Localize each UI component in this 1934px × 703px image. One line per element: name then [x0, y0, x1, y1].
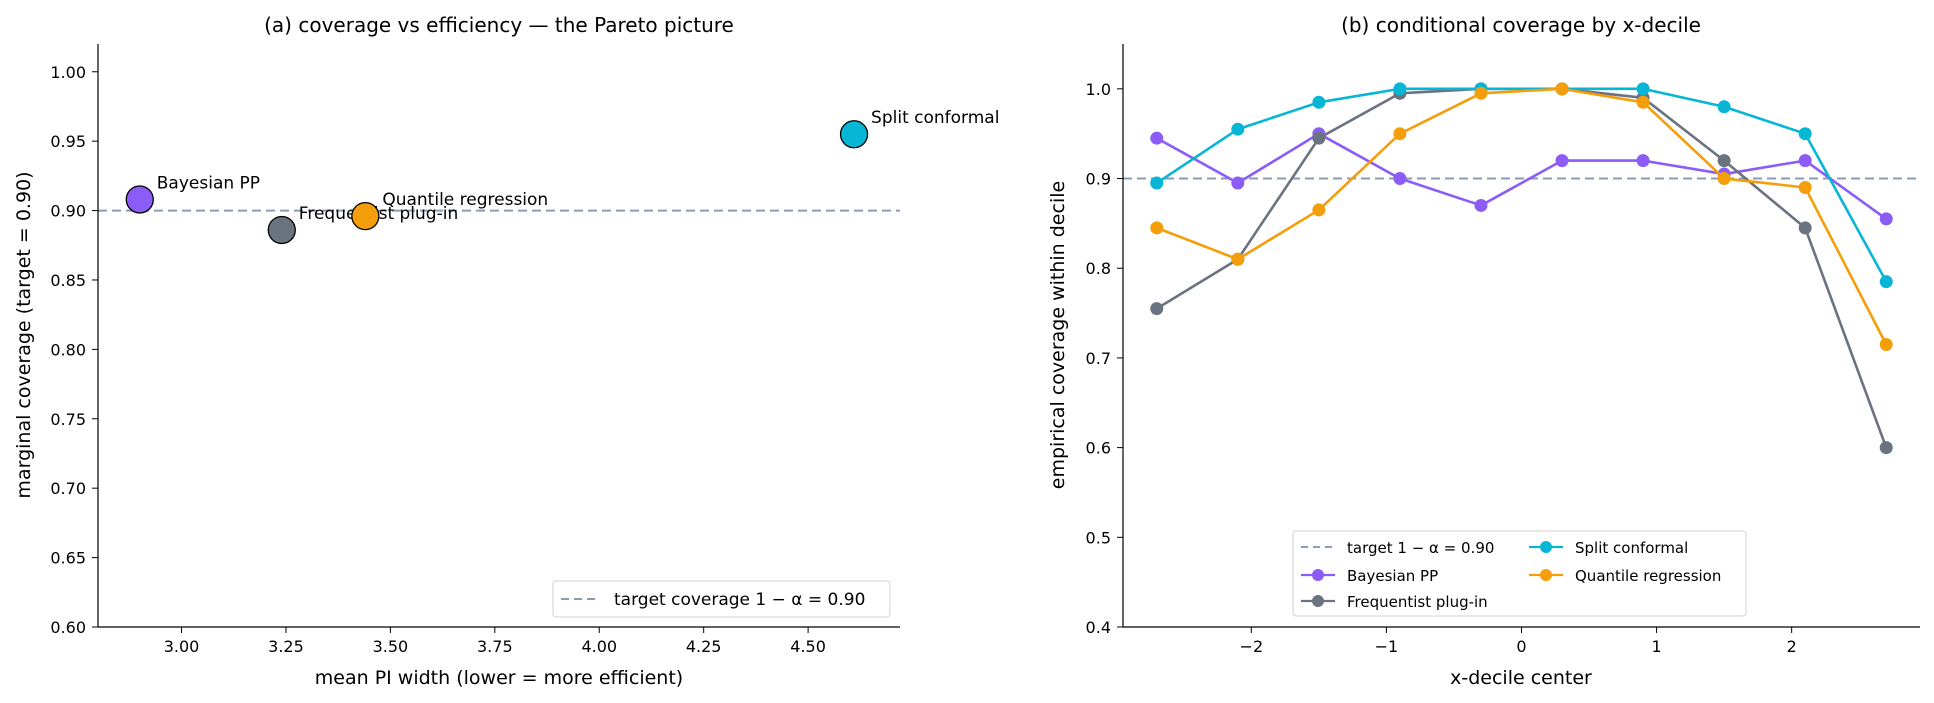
series-point-quantile-regression: [1798, 181, 1812, 195]
panel-a-y-tick-label: 0.75: [50, 410, 86, 429]
panel-b-y-tick-label: 0.8: [1086, 259, 1111, 278]
series-point-quantile-regression: [1150, 221, 1164, 235]
panel-b-x-tick-label: 2: [1787, 637, 1797, 656]
panel-a-y-tick-label: 0.85: [50, 271, 86, 290]
panel-b-legend-bayesian-swatch-marker: [1312, 569, 1324, 581]
series-point-quantile-regression: [1555, 82, 1569, 96]
series-point-frequentist-plug-in: [1717, 154, 1731, 168]
point-bayesian-pp: [125, 185, 154, 214]
panel-a-y-tick-label: 1.00: [50, 63, 86, 82]
series-point-bayesian-pp: [1798, 154, 1812, 168]
panel-a-title: (a) coverage vs efficiency — the Pareto …: [264, 13, 734, 37]
series-point-quantile-regression: [1312, 203, 1326, 217]
panel-a-y-tick-label: 0.80: [50, 340, 86, 359]
series-point-split-conformal: [1312, 95, 1326, 109]
series-point-bayesian-pp: [1555, 154, 1569, 168]
panel-b-y-tick-label: 0.7: [1086, 349, 1111, 368]
series-point-bayesian-pp: [1150, 131, 1164, 145]
panel-b-title: (b) conditional coverage by x-decile: [1341, 13, 1701, 37]
panel-b-y-tick-label: 1.0: [1086, 80, 1111, 99]
panel-a-x-tick-label: 3.50: [373, 637, 409, 656]
series-line-quantile-regression: [1156, 87, 1888, 346]
series-point-split-conformal: [1636, 82, 1650, 96]
series-line-bayesian-pp: [1156, 132, 1887, 220]
panel-b-x-tick-label: −1: [1375, 637, 1399, 656]
series-point-bayesian-pp: [1231, 176, 1245, 190]
panel-a-x-tick-label: 4.00: [581, 637, 617, 656]
panel-b-legend-frequentist-label: Frequentist plug-in: [1347, 593, 1488, 611]
panel-b-legend-quantile-swatch-marker: [1540, 569, 1552, 581]
panel-b-legend: target 1 − α = 0.90 Bayesian PP Frequent…: [1292, 530, 1747, 617]
point-label-split-conformal: Split conformal: [871, 108, 999, 128]
panel-b-x-tick-label: −2: [1240, 637, 1264, 656]
panel-b-x-axis-label: x-decile center: [1450, 667, 1592, 689]
panel-b-y-axis-label: empirical coverage within decile: [1047, 181, 1069, 489]
panel-a-x-tick-label: 4.25: [686, 637, 722, 656]
panel-a-coverage-vs-efficiency: (a) coverage vs efficiency — the Pareto …: [13, 13, 999, 689]
series-line-split-conformal: [1156, 87, 1888, 283]
panel-b-legend-box: [1292, 530, 1747, 617]
panel-a-x-tick-label: 3.75: [477, 637, 513, 656]
series-point-frequentist-plug-in: [1312, 131, 1326, 145]
panel-b-conditional-coverage: (b) conditional coverage by x-decile −2−…: [1047, 13, 1920, 689]
point-label-quantile-regression: Quantile regression: [382, 190, 548, 210]
panel-b-y-tick-label: 0.5: [1086, 528, 1111, 547]
panel-a-y-axis-label: marginal coverage (target = 0.90): [13, 171, 35, 498]
series-point-bayesian-pp: [1393, 172, 1407, 186]
panel-a-ticks: 3.00 3.25 3.50 3.75 4.00 4.25 4.50 0.60 0.65 0.70…: [50, 63, 826, 656]
panel-a-y-tick-label: 0.65: [50, 549, 86, 568]
panel-a-y-tick-label: 0.95: [50, 132, 86, 151]
series-point-split-conformal: [1150, 176, 1164, 190]
panel-a-y-tick-label: 0.60: [50, 618, 86, 637]
panel-b-legend-quantile-label: Quantile regression: [1575, 567, 1721, 585]
panel-a-y-tick-label: 0.90: [50, 202, 86, 221]
series-point-quantile-regression: [1231, 252, 1245, 266]
panel-b-x-tick-label: 1: [1651, 637, 1661, 656]
point-label-bayesian-pp: Bayesian PP: [157, 173, 260, 193]
panel-a-legend: target coverage 1 − α = 0.90: [552, 580, 891, 618]
panel-a-x-tick-label: 3.25: [268, 637, 304, 656]
panel-b-legend-conformal-label: Split conformal: [1575, 539, 1688, 557]
panel-b-y-tick-label: 0.6: [1086, 439, 1111, 458]
series-point-quantile-regression: [1717, 172, 1731, 186]
series-point-quantile-regression: [1636, 95, 1650, 109]
panel-b-legend-frequentist-swatch-marker: [1312, 595, 1324, 607]
panel-a-x-tick-label: 3.00: [164, 637, 200, 656]
panel-b-ticks: −2 −1 0 1 2 0.4 0.5 0.6 0.7 0.8 0.9 1.0: [1086, 80, 1797, 656]
panel-a-y-tick-label: 0.70: [50, 479, 86, 498]
series-point-split-conformal: [1798, 127, 1812, 141]
panel-a-x-tick-label: 4.50: [790, 637, 826, 656]
panel-b-y-tick-label: 0.4: [1086, 618, 1111, 637]
series-point-bayesian-pp: [1879, 212, 1893, 226]
series-point-frequentist-plug-in: [1798, 221, 1812, 235]
point-frequentist-plug-in: [267, 215, 296, 245]
panel-b-series: [1150, 82, 1893, 455]
series-point-split-conformal: [1717, 100, 1731, 114]
point-quantile-regression: [351, 201, 380, 231]
panel-b-y-tick-label: 0.9: [1086, 170, 1111, 189]
panel-a-legend-target-label: target coverage 1 − α = 0.90: [614, 590, 865, 610]
series-point-split-conformal: [1879, 275, 1893, 289]
series-point-split-conformal: [1393, 82, 1407, 96]
series-point-quantile-regression: [1879, 337, 1893, 351]
panel-a-x-axis-label: mean PI width (lower = more efficient): [315, 667, 683, 689]
series-point-frequentist-plug-in: [1150, 302, 1164, 316]
series-point-quantile-regression: [1474, 86, 1488, 100]
series-point-bayesian-pp: [1636, 154, 1650, 168]
point-split-conformal: [839, 120, 869, 149]
panel-b-legend-target-label: target 1 − α = 0.90: [1347, 539, 1494, 557]
series-point-split-conformal: [1231, 122, 1245, 136]
series-point-bayesian-pp: [1474, 198, 1488, 212]
panel-b-legend-conformal-swatch-marker: [1540, 541, 1552, 553]
panel-b-legend-bayesian-label: Bayesian PP: [1347, 567, 1438, 585]
series-point-frequentist-plug-in: [1879, 441, 1893, 455]
series-point-quantile-regression: [1393, 127, 1407, 141]
panel-a-legend-box: [552, 580, 891, 618]
panel-b-x-tick-label: 0: [1516, 637, 1526, 656]
